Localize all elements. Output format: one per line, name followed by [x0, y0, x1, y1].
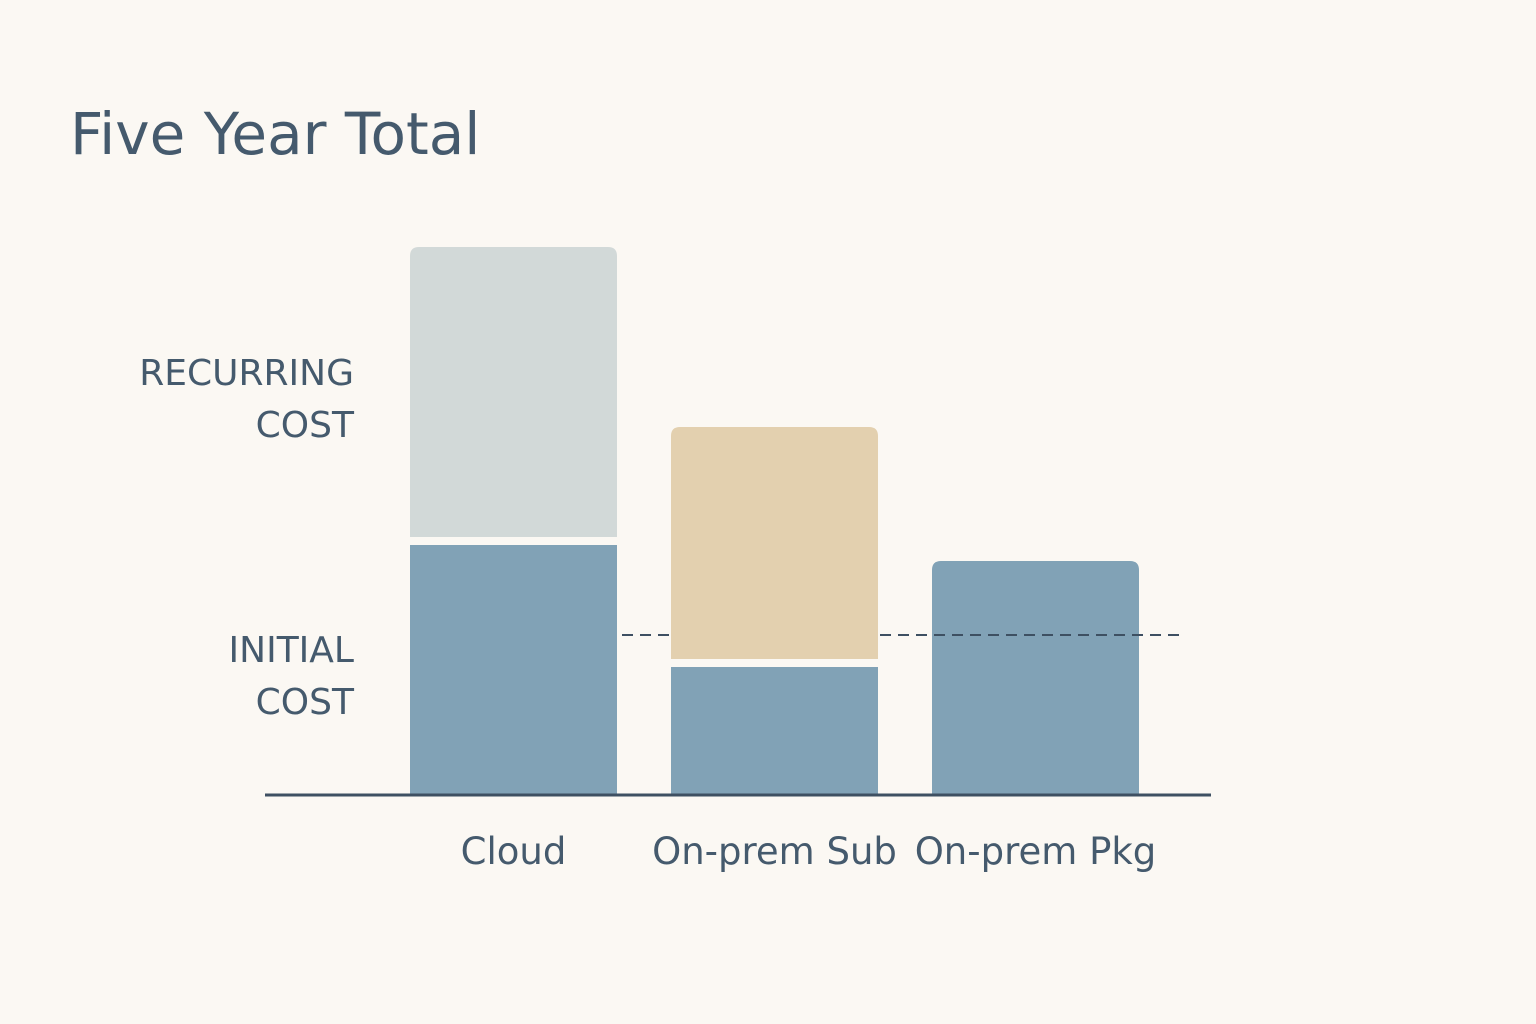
bar-initial-on-prem-sub	[671, 667, 878, 795]
annotation-initial-line-2: COST	[256, 682, 355, 723]
bar-recurring-on-prem-sub	[671, 427, 878, 659]
bar-initial-cloud	[410, 545, 617, 795]
annotation-recurring-line-2: COST	[256, 405, 355, 446]
chart-title: Five Year Total	[70, 100, 481, 168]
bar-recurring-cloud	[410, 247, 617, 537]
annotation-initial-line-1: INITIAL	[229, 630, 354, 671]
category-label-cloud: Cloud	[461, 830, 567, 873]
annotation-recurring-line-1: RECURRING	[139, 353, 354, 394]
bar-initial-on-prem-pkg	[932, 561, 1139, 795]
category-label-on-prem-pkg: On-prem Pkg	[915, 830, 1157, 873]
category-label-on-prem-sub: On-prem Sub	[652, 830, 897, 873]
